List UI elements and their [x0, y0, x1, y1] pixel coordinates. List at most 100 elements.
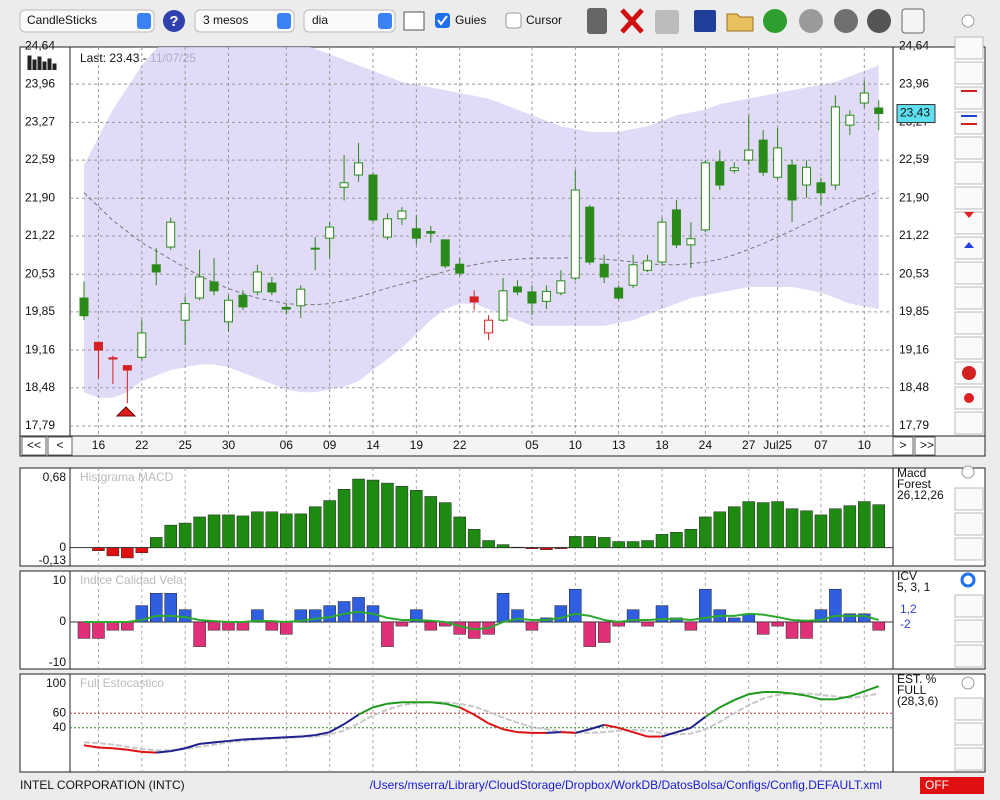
panel-button[interactable] [954, 644, 984, 668]
guides-icon[interactable] [403, 11, 425, 31]
hline-red-button[interactable] [954, 86, 984, 110]
macd-bar [265, 511, 279, 548]
nav-label: < [56, 438, 63, 452]
macd-bar [106, 547, 120, 557]
panel-button[interactable] [954, 512, 984, 536]
currency-button[interactable] [834, 9, 858, 33]
macd-bar [395, 485, 409, 548]
open-button[interactable] [726, 13, 754, 32]
icv-bar [352, 597, 365, 623]
x-tick-label: 10 [858, 438, 872, 452]
trend-button[interactable] [954, 161, 984, 185]
panel-button[interactable] [954, 747, 984, 771]
lines-button[interactable] [954, 286, 984, 310]
y-tick-label: 17,79 [899, 418, 929, 432]
stoch-k-segment [719, 699, 735, 709]
macd-bar [655, 534, 669, 548]
delete-button[interactable] [620, 8, 644, 34]
icv-bar [207, 621, 221, 631]
cursor-checkbox[interactable] [505, 12, 522, 29]
calendar-button[interactable] [901, 8, 925, 34]
zoom-button[interactable] [954, 36, 984, 60]
radio[interactable] [961, 14, 975, 28]
icv-bar [756, 621, 770, 635]
panel-button[interactable] [954, 537, 984, 561]
macd-bar [323, 500, 336, 548]
sync-button[interactable] [799, 9, 823, 33]
channel-button[interactable] [954, 136, 984, 160]
save-button[interactable] [694, 10, 716, 32]
stoch-k-segment [546, 731, 561, 734]
panel-title: Histgrama MACD [80, 470, 174, 484]
signals-button[interactable] [954, 261, 984, 285]
trash-button[interactable] [587, 8, 607, 34]
candle-body [845, 114, 855, 126]
help-button[interactable] [163, 10, 185, 32]
candle-body [281, 306, 291, 310]
x-tick-label: 13 [612, 438, 626, 452]
price-plot [70, 47, 893, 434]
config-path[interactable]: /Users/mserra/Library/CloudStorage/Dropb… [370, 778, 882, 792]
panel-button[interactable] [954, 487, 984, 511]
nav-button[interactable] [21, 436, 47, 456]
macd-bar [829, 508, 842, 548]
percent-button[interactable] [954, 336, 984, 360]
macd-bar [728, 506, 741, 548]
print-button[interactable] [655, 10, 679, 34]
chart-type-select[interactable] [19, 9, 155, 33]
stoch-k-segment [112, 747, 128, 751]
panel-button[interactable] [954, 697, 984, 721]
panel-button[interactable] [954, 722, 984, 746]
sidebar [954, 36, 984, 771]
macd-bar [178, 522, 192, 548]
icv-bar [583, 621, 596, 647]
swap-button[interactable] [954, 411, 984, 435]
candle-body [556, 280, 566, 294]
y-tick-label: 0 [59, 540, 66, 554]
scale-button[interactable] [954, 311, 984, 335]
panel-button[interactable] [954, 619, 984, 643]
settings-button[interactable] [867, 9, 891, 33]
panel-button[interactable] [954, 594, 984, 618]
radio[interactable] [960, 572, 976, 588]
fibo-button[interactable] [954, 186, 984, 210]
stoch-k-segment [502, 728, 518, 734]
nav-button[interactable] [914, 436, 936, 456]
icv-bar [410, 609, 423, 623]
period-select[interactable] [194, 9, 295, 33]
candle-body [671, 209, 681, 246]
candle-body [469, 296, 479, 303]
macd-bar [135, 547, 149, 554]
macd-bar [540, 547, 553, 550]
stoch-k-segment [127, 748, 142, 753]
candle-body [368, 174, 378, 221]
nav-bar [19, 435, 986, 457]
guides-label: Guies [455, 13, 486, 27]
macd-bar [713, 511, 727, 548]
nav-button[interactable] [892, 436, 914, 456]
candle-body [354, 162, 364, 176]
candle-body [79, 297, 89, 317]
nav-button[interactable] [47, 436, 73, 456]
x-tick-label: 25 [178, 438, 192, 452]
stoch-k-segment [387, 701, 403, 705]
icv-bar [626, 609, 640, 623]
volume-icon[interactable] [27, 55, 57, 70]
x-tick-label: 19 [410, 438, 424, 452]
icv-bar [597, 621, 611, 643]
radio[interactable] [961, 676, 975, 690]
icv-bar [785, 621, 799, 639]
macd-bar [467, 528, 481, 548]
stoch-k-segment [170, 747, 186, 753]
stoch-k-segment [777, 691, 793, 695]
y-tick-label: 21,22 [899, 228, 929, 242]
refresh-button[interactable] [763, 9, 787, 33]
radio[interactable] [961, 465, 975, 479]
icon [964, 212, 974, 218]
tool-button[interactable] [954, 61, 984, 85]
macd-bar [164, 524, 177, 548]
stoch-k-segment [560, 731, 576, 734]
interval-select[interactable] [303, 9, 396, 33]
stoch-k-segment [589, 723, 605, 731]
